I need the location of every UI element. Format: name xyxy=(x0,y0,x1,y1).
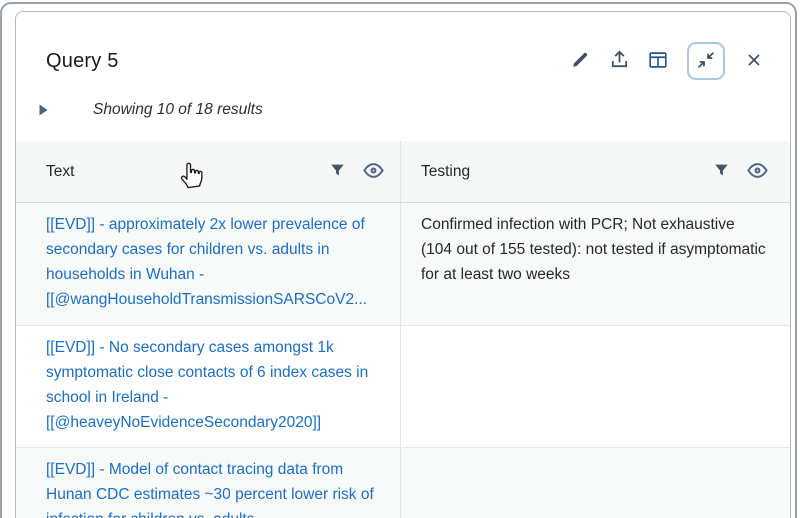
results-summary: Showing 10 of 18 results xyxy=(93,101,263,118)
query-panel: Query 5 xyxy=(15,11,791,518)
edit-button[interactable] xyxy=(568,49,592,73)
visibility-button[interactable] xyxy=(746,161,768,183)
results-summary-row: Showing 10 of 18 results xyxy=(39,101,790,119)
table-header-row: Text xyxy=(16,141,790,203)
column-header-testing: Testing xyxy=(401,141,790,202)
table-row: [[EVD]] - approximately 2x lower prevale… xyxy=(16,203,790,326)
table-icon xyxy=(647,49,669,74)
evidence-link[interactable]: [[EVD]] - Model of contact tracing data … xyxy=(46,461,374,518)
eye-icon xyxy=(746,159,769,185)
pencil-icon xyxy=(570,49,591,73)
upload-icon xyxy=(608,48,631,74)
cell-text: [[EVD]] - approximately 2x lower prevale… xyxy=(16,203,401,325)
column-label: Testing xyxy=(421,162,471,180)
table-row: [[EVD]] - Model of contact tracing data … xyxy=(16,448,790,518)
close-button[interactable] xyxy=(742,49,766,73)
results-table: Text xyxy=(16,141,790,518)
panel-toolbar xyxy=(568,42,766,80)
close-icon xyxy=(744,50,764,73)
filter-icon xyxy=(328,161,347,183)
table-row: [[EVD]] - No secondary cases amongst 1k … xyxy=(16,326,790,448)
collapse-arrows-icon xyxy=(695,49,717,74)
collapse-button[interactable] xyxy=(687,42,725,80)
cell-testing: Confirmed infection with PCR; Not exhaus… xyxy=(401,203,790,325)
cell-testing xyxy=(401,326,790,447)
evidence-link[interactable]: [[EVD]] - approximately 2x lower prevale… xyxy=(46,216,367,308)
evidence-link[interactable]: [[EVD]] - No secondary cases amongst 1k … xyxy=(46,339,369,431)
panel-header: Query 5 xyxy=(16,12,790,80)
cell-text: [[EVD]] - No secondary cases amongst 1k … xyxy=(16,326,401,447)
export-button[interactable] xyxy=(607,49,631,73)
panel-title: Query 5 xyxy=(46,49,119,72)
eye-icon xyxy=(362,159,385,185)
table-layout-button[interactable] xyxy=(646,49,670,73)
cell-text: [[EVD]] - Model of contact tracing data … xyxy=(16,448,401,518)
filter-icon xyxy=(712,161,731,183)
testing-value: Confirmed infection with PCR; Not exhaus… xyxy=(421,216,766,283)
filter-button[interactable] xyxy=(326,161,348,183)
column-label: Text xyxy=(46,162,75,180)
cell-testing xyxy=(401,448,790,518)
filter-button[interactable] xyxy=(710,161,732,183)
disclosure-triangle-icon[interactable] xyxy=(39,104,51,116)
visibility-button[interactable] xyxy=(362,161,384,183)
column-header-text: Text xyxy=(16,141,401,202)
